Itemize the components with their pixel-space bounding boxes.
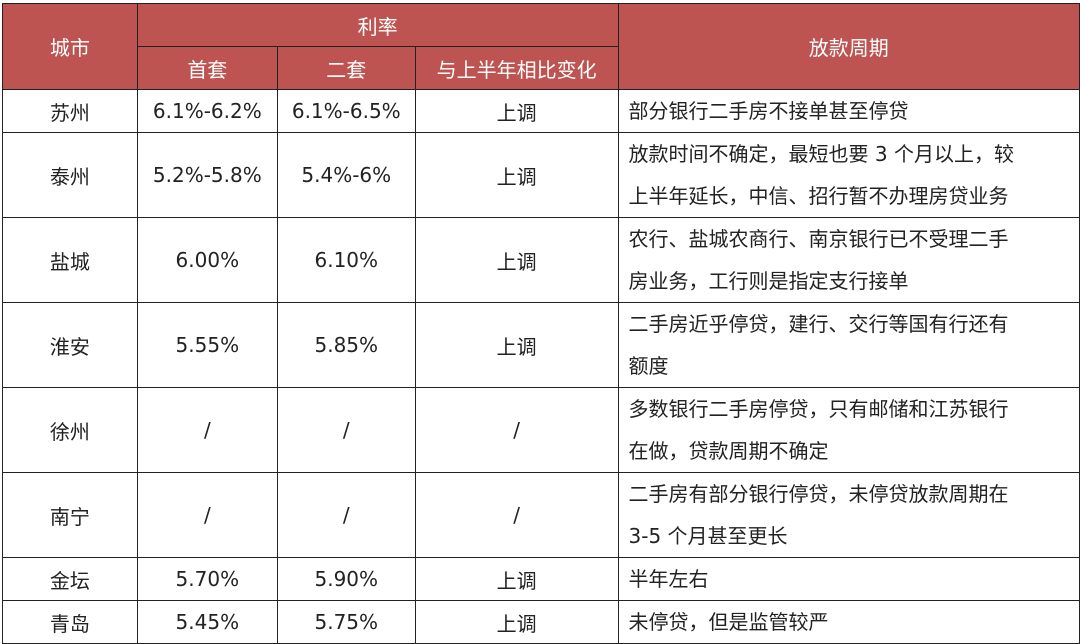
cell-period: 半年左右 [617,557,1080,601]
cell-first: 5.2%-5.8% [136,132,278,218]
cell-change: 上调 [414,132,619,218]
period-line: 半年左右 [628,567,709,591]
table-row: 金坛 5.70% 5.90% 上调 半年左右 [2,557,1080,601]
cell-city: 南宁 [2,472,138,558]
cell-first: / [136,472,278,558]
cell-second: 5.4%-6% [276,132,416,218]
cell-city: 盐城 [2,217,138,303]
header-period: 放款周期 [617,3,1080,90]
period-line: 未停贷，但是监管较严 [628,610,829,634]
period-line: 多数银行二手房停贷，只有邮储和江苏银行 [628,397,1009,421]
cell-city: 泰州 [2,132,138,218]
table-row: 盐城 6.00% 6.10% 上调 农行、盐城农商行、南京银行已不受理二手 房业务，工行则… [2,217,1080,303]
period-line: 房业务，工行则是指定支行接单 [628,269,909,293]
period-line: 上半年延长，中信、招行暂不办理房贷业务 [628,184,1009,208]
header-city: 城市 [2,3,138,90]
cell-change: / [414,387,619,473]
cell-city: 淮安 [2,302,138,388]
cell-period: 农行、盐城农商行、南京银行已不受理二手 房业务，工行则是指定支行接单 [617,217,1080,303]
period-line: 二手房有部分银行停贷，未停贷放款周期在 [628,482,1009,506]
table-row: 淮安 5.55% 5.85% 上调 二手房近乎停贷，建行、交行等国有行还有 额度 [2,302,1080,388]
header-second: 二套 [276,46,416,90]
cell-first: 5.55% [136,302,278,388]
cell-city: 徐州 [2,387,138,473]
mortgage-rate-table: 城市 利率 放款周期 首套 二套 与上半年相比变化 苏州 6.1%-6.2% 6.1… [2,3,1080,644]
header-first: 首套 [136,46,278,90]
table-row: 苏州 6.1%-6.2% 6.1%-6.5% 上调 部分银行二手房不接单甚至停贷 [2,89,1080,133]
cell-first: / [136,387,278,473]
table-row: 徐州 / / / 多数银行二手房停贷，只有邮储和江苏银行 在做，贷款周期不确定 [2,387,1080,473]
cell-city: 金坛 [2,557,138,601]
table-row: 南宁 / / / 二手房有部分银行停贷，未停贷放款周期在 3-5 个月甚至更长 [2,472,1080,558]
cell-period: 二手房有部分银行停贷，未停贷放款周期在 3-5 个月甚至更长 [617,472,1080,558]
cell-second: 6.1%-6.5% [276,89,416,133]
cell-period: 未停贷，但是监管较严 [617,600,1080,644]
cell-first: 6.1%-6.2% [136,89,278,133]
cell-second: 5.85% [276,302,416,388]
cell-first: 6.00% [136,217,278,303]
cell-city: 青岛 [2,600,138,644]
period-line: 3-5 个月甚至更长 [628,524,788,548]
period-line: 额度 [628,354,669,378]
period-line: 放款时间不确定，最短也要 3 个月以上，较 [628,142,1014,166]
table-row: 青岛 5.45% 5.75% 上调 未停贷，但是监管较严 [2,600,1080,644]
cell-change: / [414,472,619,558]
cell-second: / [276,472,416,558]
cell-second: / [276,387,416,473]
cell-period: 放款时间不确定，最短也要 3 个月以上，较 上半年延长，中信、招行暂不办理房贷业务 [617,132,1080,218]
period-line: 二手房近乎停贷，建行、交行等国有行还有 [628,312,1009,336]
period-line: 部分银行二手房不接单甚至停贷 [628,99,909,123]
cell-change: 上调 [414,600,619,644]
cell-first: 5.45% [136,600,278,644]
cell-change: 上调 [414,302,619,388]
period-line: 在做，贷款周期不确定 [628,439,829,463]
period-line: 农行、盐城农商行、南京银行已不受理二手 [628,227,1009,251]
cell-second: 5.75% [276,600,416,644]
cell-city: 苏州 [2,89,138,133]
cell-period: 多数银行二手房停贷，只有邮储和江苏银行 在做，贷款周期不确定 [617,387,1080,473]
cell-change: 上调 [414,217,619,303]
header-change: 与上半年相比变化 [414,46,619,90]
cell-period: 二手房近乎停贷，建行、交行等国有行还有 额度 [617,302,1080,388]
cell-first: 5.70% [136,557,278,601]
cell-change: 上调 [414,557,619,601]
table-row: 泰州 5.2%-5.8% 5.4%-6% 上调 放款时间不确定，最短也要 3 个月以上，… [2,132,1080,218]
cell-second: 5.90% [276,557,416,601]
cell-period: 部分银行二手房不接单甚至停贷 [617,89,1080,133]
header-rate: 利率 [136,3,619,47]
cell-change: 上调 [414,89,619,133]
cell-second: 6.10% [276,217,416,303]
